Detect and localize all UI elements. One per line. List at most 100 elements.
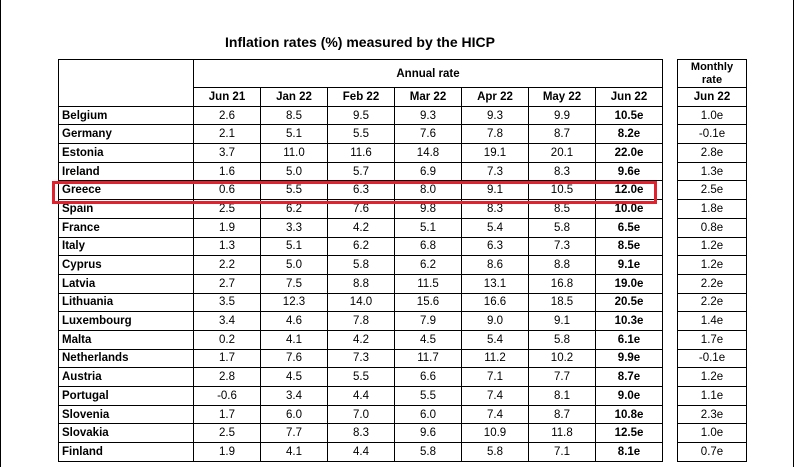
rate-cell: 14.8 [394,143,462,163]
monthly-row: 1.0e [677,423,747,444]
country-name: Cyprus [58,255,194,275]
rate-cell: 6.2 [394,255,462,275]
monthly-rate-table: Monthly rate Jun 22 1.0e -0.1e 2.8e 1.3e 2.5… [677,59,747,462]
rate-cell: 4.1 [260,442,328,462]
monthly-rate-cell: 1.3e [677,161,747,182]
rate-cell: 7.7 [260,423,328,444]
country-name: Estonia [58,143,194,163]
rate-cell: 12.3 [260,292,328,313]
country-name: Italy [58,236,194,257]
rate-cell: 5.4 [461,217,529,238]
rate-cell: 7.7 [528,367,596,387]
column-header-feb-22: Feb 22 [327,87,395,107]
rate-cell: 5.5 [327,367,395,387]
rate-cell: 8.3 [327,423,395,444]
rate-cell: 6.0 [394,404,462,425]
annual-rate-table: Annual rate Jun 21 Jan 22 Feb 22 Mar 22 Apr … [58,59,663,462]
rate-cell: 7.4 [461,404,529,425]
rate-cell: 8.8 [327,273,395,294]
monthly-label-line1: Monthly [690,60,734,73]
rate-cell: 5.1 [260,124,328,145]
annual-header-row: Annual rate [58,59,663,107]
monthly-rate-cell: 0.8e [677,217,747,238]
rate-cell: 5.8 [461,442,529,462]
rate-cell: 8.7e [595,367,663,387]
rate-cell: 6.2 [327,236,395,257]
table-row: Ireland 1.6 5.0 5.7 6.9 7.3 8.3 9.6e [58,161,663,182]
monthly-row: 0.8e [677,217,747,238]
rate-cell: 2.5 [193,423,261,444]
monthly-rate-cell: 1.8e [677,199,747,219]
rate-cell: 3.4 [193,311,261,331]
rate-cell: 4.2 [327,217,395,238]
rate-cell: 3.5 [193,292,261,313]
rate-cell: 4.6 [260,311,328,331]
country-name: Belgium [58,105,194,126]
monthly-row: 1.2e [677,255,747,275]
rate-cell: 5.0 [260,161,328,182]
column-header-jun-22: Jun 22 [595,87,663,107]
rate-cell: 1.7 [193,348,261,369]
country-name: Lithuania [58,292,194,313]
table-row: Latvia 2.7 7.5 8.8 11.5 13.1 16.8 19.0e [58,273,663,294]
monthly-row: 2.2e [677,273,747,294]
rate-cell: 5.4 [461,329,529,350]
rate-cell: 7.8 [327,311,395,331]
rate-cell: 9.1e [595,255,663,275]
monthly-rate-cell: 1.1e [677,386,747,406]
country-name: Portugal [58,386,194,406]
rate-cell: 16.6 [461,292,529,313]
monthly-rate-cell: 1.4e [677,311,747,331]
rate-cell: 7.5 [260,273,328,294]
monthly-row: 1.2e [677,236,747,257]
monthly-rate-cell: 1.2e [677,367,747,387]
monthly-rate-cell: -0.1e [677,348,747,369]
rate-cell: 6.3 [461,236,529,257]
rate-cell: 4.2 [327,329,395,350]
rate-cell: 4.5 [260,367,328,387]
rate-cell: 19.0e [595,273,663,294]
table-row: Germany 2.1 5.1 5.5 7.6 7.8 8.7 8.2e [58,124,663,145]
rate-cell: 5.7 [327,161,395,182]
rate-cell: 1.9 [193,217,261,238]
table-row: Lithuania 3.5 12.3 14.0 15.6 16.6 18.5 20.5e [58,292,663,313]
rate-cell: 19.1 [461,143,529,163]
rate-cell: 8.7 [528,124,596,145]
rate-cell: 9.0 [461,311,529,331]
rate-cell: 9.6e [595,161,663,182]
rate-cell: 20.1 [528,143,596,163]
country-name: Netherlands [58,348,194,369]
rate-cell: 6.6 [394,367,462,387]
rate-cell: 1.7 [193,404,261,425]
monthly-rate-cell: 2.2e [677,273,747,294]
rate-cell: 9.3 [461,105,529,126]
greece-highlight-box [52,181,657,204]
monthly-row: -0.1e [677,124,747,145]
monthly-rate-cell: 0.7e [677,442,747,462]
monthly-row: 1.0e [677,105,747,126]
rate-cell: 1.6 [193,161,261,182]
rate-cell: 12.5e [595,423,663,444]
rate-cell: 7.9 [394,311,462,331]
rate-cell: 22.0e [595,143,663,163]
rate-cell: 7.6 [394,124,462,145]
table-row: Slovakia 2.5 7.7 8.3 9.6 10.9 11.8 12.5e [58,423,663,444]
rate-cell: 4.4 [327,386,395,406]
monthly-row: 1.4e [677,311,747,331]
country-name: Latvia [58,273,194,294]
rate-cell: 10.2 [528,348,596,369]
rate-cell: 7.3 [528,236,596,257]
rate-cell: 18.5 [528,292,596,313]
table-row: Belgium 2.6 8.5 9.5 9.3 9.3 9.9 10.5e [58,105,663,126]
country-name: Malta [58,329,194,350]
table-row: Italy 1.3 5.1 6.2 6.8 6.3 7.3 8.5e [58,236,663,257]
monthly-rate-cell: 1.7e [677,329,747,350]
rate-cell: 1.9 [193,442,261,462]
rate-cell: -0.6 [193,386,261,406]
rate-cell: 4.5 [394,329,462,350]
rate-cell: 7.1 [528,442,596,462]
column-header-apr-22: Apr 22 [461,87,529,107]
rate-cell: 2.6 [193,105,261,126]
rate-cell: 20.5e [595,292,663,313]
rate-cell: 13.1 [461,273,529,294]
